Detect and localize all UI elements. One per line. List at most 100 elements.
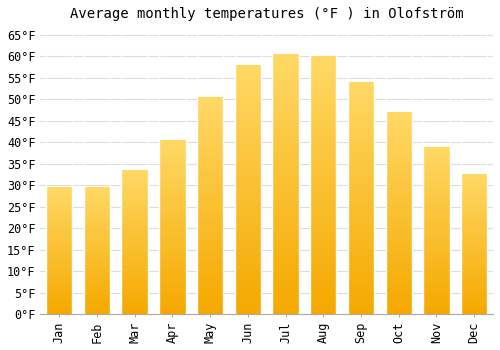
Bar: [234, 244, 261, 249]
Bar: [424, 237, 450, 240]
Bar: [46, 230, 72, 233]
Bar: [386, 189, 412, 193]
Bar: [122, 222, 148, 225]
Bar: [348, 295, 374, 300]
Bar: [424, 170, 450, 173]
Bar: [386, 270, 412, 274]
Bar: [84, 220, 110, 223]
Bar: [310, 87, 336, 92]
Bar: [386, 282, 412, 286]
Bar: [461, 303, 487, 306]
Bar: [461, 180, 487, 183]
Bar: [122, 225, 148, 228]
Bar: [272, 210, 299, 215]
Bar: [46, 258, 72, 261]
Bar: [424, 203, 450, 207]
Bar: [424, 254, 450, 257]
Bar: [424, 290, 450, 294]
Bar: [46, 256, 72, 258]
Bar: [197, 114, 224, 119]
Bar: [424, 173, 450, 177]
Bar: [46, 190, 72, 193]
Bar: [197, 184, 224, 188]
Bar: [84, 197, 110, 200]
Bar: [310, 159, 336, 164]
Bar: [272, 236, 299, 241]
Bar: [197, 145, 224, 149]
Bar: [461, 311, 487, 314]
Bar: [424, 304, 450, 307]
Bar: [197, 205, 224, 210]
Bar: [46, 266, 72, 268]
Bar: [461, 233, 487, 236]
Bar: [234, 184, 261, 189]
Bar: [386, 181, 412, 185]
Bar: [122, 302, 148, 306]
Bar: [159, 293, 186, 297]
Bar: [310, 128, 336, 134]
Bar: [424, 180, 450, 183]
Bar: [310, 273, 336, 278]
Bar: [310, 232, 336, 237]
Bar: [46, 273, 72, 276]
Bar: [272, 142, 299, 148]
Bar: [46, 268, 72, 271]
Bar: [197, 123, 224, 127]
Bar: [310, 196, 336, 201]
Bar: [310, 175, 336, 180]
Bar: [424, 147, 450, 150]
Bar: [461, 270, 487, 272]
Bar: [386, 132, 412, 137]
Bar: [197, 158, 224, 162]
Bar: [159, 234, 186, 238]
Bar: [461, 281, 487, 284]
Bar: [272, 205, 299, 210]
Bar: [122, 208, 148, 210]
Bar: [234, 100, 261, 105]
Bar: [461, 177, 487, 180]
Bar: [461, 205, 487, 208]
Bar: [348, 212, 374, 217]
Bar: [122, 170, 148, 173]
Bar: [424, 167, 450, 170]
Bar: [46, 261, 72, 263]
Bar: [234, 204, 261, 209]
Bar: [461, 216, 487, 219]
Bar: [46, 284, 72, 286]
Bar: [159, 185, 186, 189]
Bar: [197, 102, 224, 106]
Bar: [348, 231, 374, 235]
Bar: [122, 228, 148, 231]
Bar: [159, 213, 186, 217]
Bar: [272, 272, 299, 278]
Bar: [234, 160, 261, 164]
Bar: [386, 177, 412, 181]
Bar: [197, 310, 224, 314]
Bar: [122, 216, 148, 219]
Bar: [84, 187, 110, 190]
Bar: [46, 248, 72, 251]
Bar: [234, 130, 261, 135]
Bar: [159, 175, 186, 178]
Bar: [84, 291, 110, 294]
Bar: [234, 105, 261, 110]
Bar: [386, 233, 412, 237]
Bar: [272, 215, 299, 220]
Bar: [310, 72, 336, 77]
Bar: [122, 306, 148, 308]
Bar: [272, 299, 299, 304]
Bar: [386, 221, 412, 225]
Bar: [234, 264, 261, 269]
Bar: [122, 285, 148, 288]
Bar: [159, 248, 186, 251]
Bar: [122, 291, 148, 294]
Bar: [46, 236, 72, 238]
Bar: [348, 300, 374, 305]
Bar: [386, 266, 412, 270]
Bar: [159, 244, 186, 248]
Bar: [159, 272, 186, 276]
Bar: [234, 155, 261, 160]
Bar: [159, 297, 186, 300]
Bar: [310, 247, 336, 252]
Bar: [272, 65, 299, 70]
